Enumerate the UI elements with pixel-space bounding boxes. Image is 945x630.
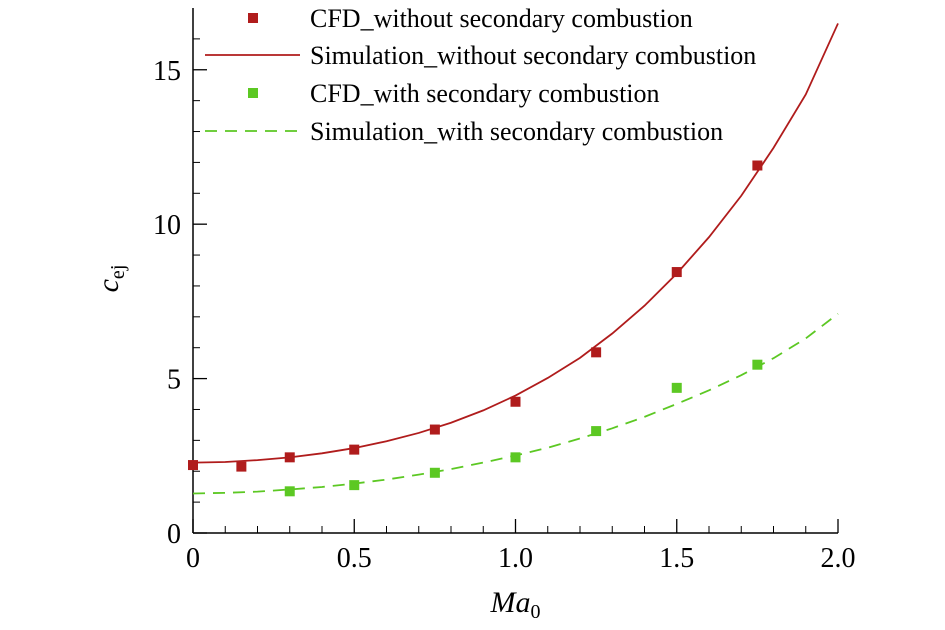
legend-marker [248, 13, 258, 23]
y-tick-label: 0 [167, 519, 181, 550]
legend-marker [248, 88, 258, 98]
y-tick-label: 15 [153, 56, 181, 87]
cfd-data-point [284, 486, 295, 497]
y-ticks: 0 5 10 15 [153, 38, 207, 550]
cfd-data-point [671, 382, 682, 393]
x-ticks: 0 0.5 1.0 1.5 2.0 [186, 519, 856, 574]
cfd-data-point [349, 444, 360, 455]
legend-label: CFD_without secondary combustion [310, 4, 693, 33]
legend: CFD_without secondary combustion Simulati… [205, 4, 756, 146]
y-axis-label: cej [92, 265, 129, 293]
cfd-data-point [349, 480, 360, 491]
cfd-data-point [429, 424, 440, 435]
legend-label: Simulation_without secondary combustion [310, 41, 756, 70]
cfd-data-point [671, 267, 682, 278]
cfd-data-point [236, 461, 247, 472]
plot-area: 0 0.5 1.0 1.5 2.0 0 5 10 15 [153, 8, 856, 574]
cfd-data-point [429, 467, 440, 478]
x-axis-label: Ma0 [490, 586, 541, 623]
y-tick-label: 5 [167, 365, 181, 396]
x-tick-label: 1.5 [659, 543, 694, 574]
x-axis-label-main: Ma [490, 586, 531, 619]
x-tick-label: 0 [186, 543, 200, 574]
legend-label: CFD_with secondary combustion [310, 79, 660, 108]
simulation-curve [192, 313, 839, 495]
cfd-data-point [591, 426, 602, 437]
simulation-curve [192, 23, 839, 464]
legend-label: Simulation_with secondary combustion [310, 117, 723, 146]
x-tick-label: 1.0 [498, 543, 533, 574]
cfd-data-point [510, 396, 521, 407]
cfd-data-point [188, 460, 198, 471]
cfd-data-point [752, 160, 763, 171]
x-axis-label-subscript: 0 [531, 601, 541, 623]
x-tick-label: 0.5 [337, 543, 372, 574]
series-layer [188, 23, 839, 497]
x-tick-label: 2.0 [821, 543, 856, 574]
y-axis-label-main: c [92, 279, 125, 292]
y-tick-label: 10 [153, 210, 181, 241]
cfd-data-point [510, 452, 521, 463]
cfd-data-point [591, 347, 602, 358]
y-axis-label-subscript: ej [107, 265, 129, 279]
cfd-data-point [752, 359, 763, 370]
